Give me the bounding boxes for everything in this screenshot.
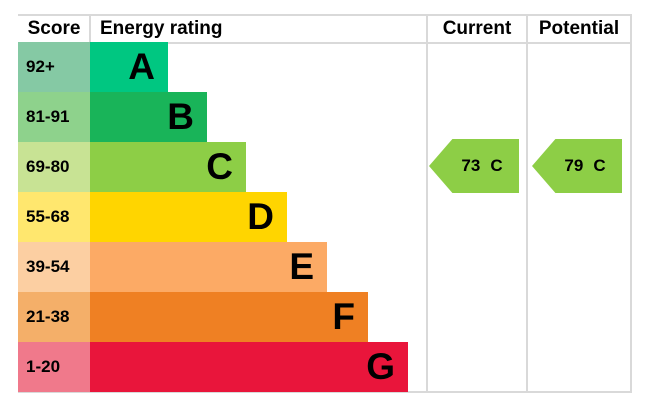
band-bar-b: B: [90, 92, 207, 142]
band-bar-a: A: [90, 42, 168, 92]
table-bottom-border: [18, 391, 632, 393]
current-column-left-divider: [426, 14, 428, 393]
potential-rating-arrow: 79 C: [532, 139, 622, 193]
current-rating-value: 73: [461, 156, 481, 175]
score-column-header: Score: [27, 18, 81, 39]
current-column-header: Current: [442, 18, 512, 39]
band-row-d: 55-68 D: [18, 192, 408, 242]
band-row-a: 92+ A: [18, 42, 408, 92]
score-column-divider: [89, 14, 91, 42]
band-bar-d: D: [90, 192, 287, 242]
potential-rating-value: 79: [564, 156, 584, 175]
potential-rating-band: C: [593, 156, 606, 175]
band-row-c: 69-80 C: [18, 142, 408, 192]
band-bar-c: C: [90, 142, 246, 192]
table-right-border: [630, 14, 632, 393]
potential-column-header: Potential: [538, 18, 620, 39]
score-range-e: 39-54: [18, 242, 90, 292]
score-range-f: 21-38: [18, 292, 90, 342]
table-top-border: [18, 14, 632, 16]
current-rating-band: C: [490, 156, 503, 175]
band-rows: 92+ A 81-91 B 69-80 C 55-68 D 39-54 E 21…: [18, 42, 408, 392]
current-column-right-divider: [526, 14, 528, 393]
band-row-b: 81-91 B: [18, 92, 408, 142]
band-row-g: 1-20 G: [18, 342, 408, 392]
score-range-d: 55-68: [18, 192, 90, 242]
energy-rating-column-header: Energy rating: [100, 18, 223, 39]
band-bar-f: F: [90, 292, 368, 342]
band-row-f: 21-38 F: [18, 292, 408, 342]
score-range-a: 92+: [18, 42, 90, 92]
current-rating-arrow: 73 C: [429, 139, 519, 193]
header-bottom-border: [18, 42, 632, 44]
band-row-e: 39-54 E: [18, 242, 408, 292]
score-range-b: 81-91: [18, 92, 90, 142]
score-range-c: 69-80: [18, 142, 90, 192]
score-range-g: 1-20: [18, 342, 90, 392]
band-bar-g: G: [90, 342, 408, 392]
band-bar-e: E: [90, 242, 327, 292]
